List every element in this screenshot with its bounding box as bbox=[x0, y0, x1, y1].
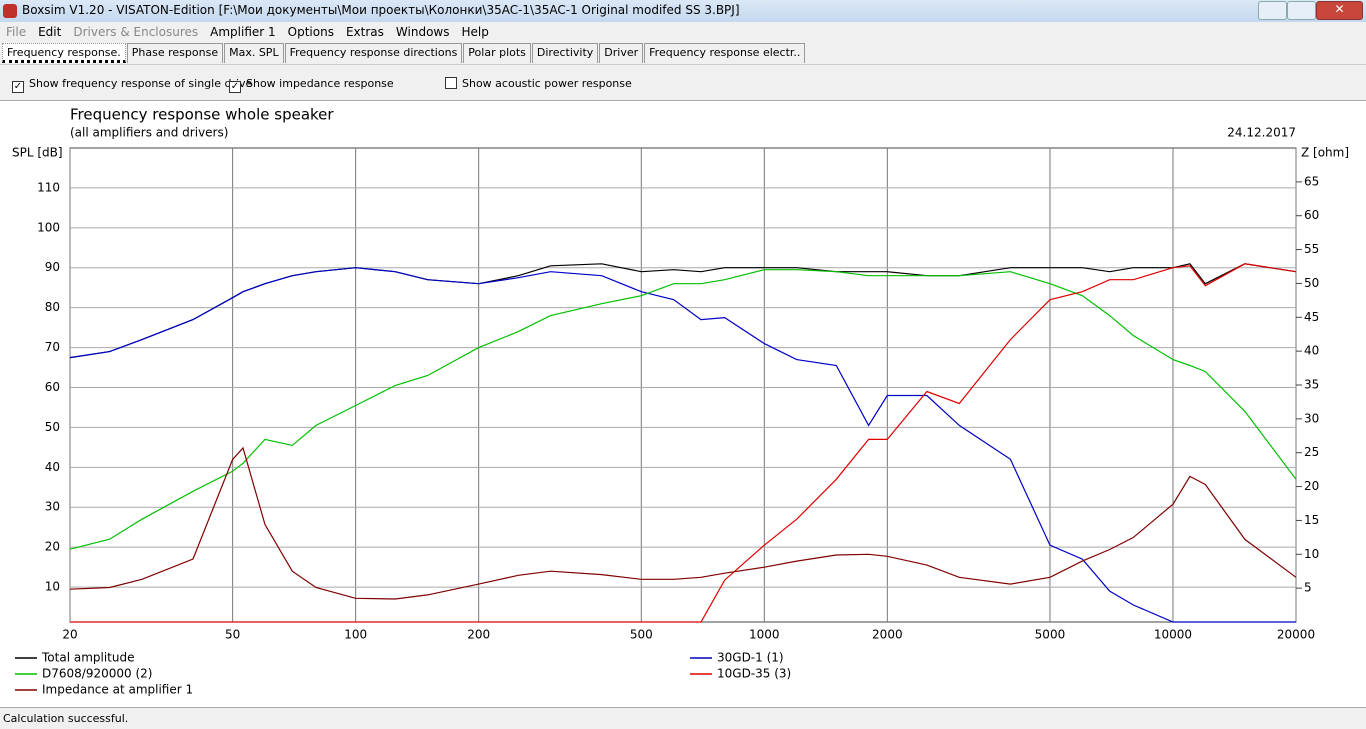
y2-tick-label: 55 bbox=[1304, 242, 1319, 256]
chart-subtitle: (all amplifiers and drivers) bbox=[70, 126, 228, 140]
status-text: Calculation successful. bbox=[3, 712, 129, 725]
y2-tick-label: 65 bbox=[1304, 174, 1319, 188]
y-tick-label: 60 bbox=[45, 380, 60, 394]
checkbox[interactable]: ✓ bbox=[12, 81, 24, 93]
y2-tick-label: 10 bbox=[1304, 547, 1319, 561]
tab[interactable]: Driver bbox=[599, 43, 644, 63]
y2-axis-label: Z [ohm] bbox=[1301, 146, 1349, 160]
tab[interactable]: Frequency response. bbox=[2, 43, 126, 63]
menu-item[interactable]: Windows bbox=[395, 25, 450, 39]
y2-tick-label: 25 bbox=[1304, 445, 1319, 459]
checkbox-label: Show acoustic power response bbox=[462, 77, 632, 90]
y2-tick-label: 60 bbox=[1304, 208, 1319, 222]
menu-bar: File Edit Drivers & Enclosures Amplifier 1 O… bbox=[0, 22, 1366, 42]
series-line bbox=[69, 269, 1297, 550]
menu-item[interactable]: Edit bbox=[38, 25, 62, 39]
checkbox-label: Show impedance response bbox=[246, 77, 394, 90]
chart-area bbox=[0, 100, 1366, 707]
tab-bar: Frequency response. Phase response Max. SP… bbox=[2, 43, 806, 63]
checkbox-label: Show frequency response of single drive bbox=[29, 77, 253, 90]
window-title: Boxsim V1.20 - VISATON-Edition [F:\Мои д… bbox=[22, 3, 740, 17]
x-tick-label: 1000 bbox=[749, 628, 780, 642]
y-tick-label: 100 bbox=[37, 220, 60, 234]
chart-date: 24.12.2017 bbox=[1227, 126, 1296, 140]
legend-label: Impedance at amplifier 1 bbox=[42, 683, 193, 697]
app-icon bbox=[3, 4, 17, 18]
series-line bbox=[70, 263, 1297, 623]
y-tick-label: 10 bbox=[45, 580, 60, 594]
series-line bbox=[69, 446, 1297, 600]
x-tick-label: 50 bbox=[225, 628, 240, 642]
y2-tick-label: 15 bbox=[1304, 513, 1319, 527]
x-tick-label: 20 bbox=[62, 628, 77, 642]
title-bar: Boxsim V1.20 - VISATON-Edition [F:\Мои д… bbox=[0, 0, 1366, 22]
menu-item[interactable]: Amplifier 1 bbox=[210, 25, 276, 39]
series-line bbox=[69, 263, 1297, 359]
legend-label: 30GD-1 (1) bbox=[717, 651, 784, 665]
x-tick-label: 500 bbox=[630, 628, 653, 642]
x-tick-label: 200 bbox=[467, 628, 490, 642]
checkbox[interactable]: ✓ bbox=[229, 81, 241, 93]
status-bar: Calculation successful. bbox=[0, 707, 1366, 729]
y2-tick-label: 35 bbox=[1304, 378, 1319, 392]
x-tick-label: 5000 bbox=[1035, 628, 1066, 642]
menu-item[interactable]: Help bbox=[461, 25, 489, 39]
y-tick-label: 20 bbox=[45, 540, 60, 554]
legend-label: Total amplitude bbox=[41, 651, 134, 665]
tab[interactable]: Phase response bbox=[126, 43, 224, 63]
y-tick-label: 70 bbox=[45, 340, 60, 354]
tab[interactable]: Frequency response directions bbox=[284, 43, 463, 63]
y2-tick-label: 40 bbox=[1304, 344, 1319, 358]
plot-frame bbox=[69, 147, 1297, 623]
checkbox-option[interactable]: ✓ Show impedance response bbox=[229, 77, 394, 93]
y-tick-label: 110 bbox=[37, 180, 60, 194]
y2-tick-label: 20 bbox=[1304, 479, 1319, 493]
minimize-button[interactable] bbox=[1258, 1, 1287, 20]
tab[interactable]: Directivity bbox=[531, 43, 599, 63]
y2-tick-label: 45 bbox=[1304, 310, 1319, 324]
y-tick-label: 90 bbox=[45, 260, 60, 274]
tab[interactable]: Max. SPL bbox=[224, 43, 284, 63]
checkbox-option[interactable]: ✓ Show frequency response of single drive bbox=[12, 77, 252, 93]
menu-item[interactable]: Drivers & Enclosures bbox=[73, 25, 199, 39]
series-line bbox=[69, 267, 1296, 623]
x-tick-label: 20000 bbox=[1277, 628, 1315, 642]
legend-label: 10GD-35 (3) bbox=[717, 667, 791, 681]
y-axis-label: SPL [dB] bbox=[12, 146, 63, 160]
tab[interactable]: Polar plots bbox=[463, 43, 531, 63]
y-tick-label: 50 bbox=[45, 420, 60, 434]
y2-tick-label: 30 bbox=[1304, 411, 1319, 425]
y2-tick-label: 50 bbox=[1304, 276, 1319, 290]
x-tick-label: 2000 bbox=[872, 628, 903, 642]
chart-title: Frequency response whole speaker bbox=[70, 106, 334, 124]
checkbox-option[interactable]: Show acoustic power response bbox=[445, 77, 632, 90]
menu-item[interactable]: File bbox=[6, 25, 27, 39]
options-panel: ✓ Show frequency response of single drive… bbox=[0, 64, 1366, 101]
legend-label: D7608/920000 (2) bbox=[42, 667, 152, 681]
y-tick-label: 80 bbox=[45, 300, 60, 314]
y2-tick-label: 5 bbox=[1304, 581, 1312, 595]
menu-item[interactable]: Extras bbox=[345, 25, 384, 39]
maximize-button[interactable] bbox=[1287, 1, 1316, 20]
tab[interactable]: Frequency response electr.. bbox=[644, 43, 806, 63]
checkbox[interactable] bbox=[445, 77, 457, 89]
x-tick-label: 100 bbox=[344, 628, 367, 642]
close-button[interactable]: ✕ bbox=[1316, 1, 1363, 20]
menu-item[interactable]: Options bbox=[287, 25, 334, 39]
x-tick-label: 10000 bbox=[1154, 628, 1192, 642]
y-tick-label: 30 bbox=[45, 500, 60, 514]
y-tick-label: 40 bbox=[45, 460, 60, 474]
